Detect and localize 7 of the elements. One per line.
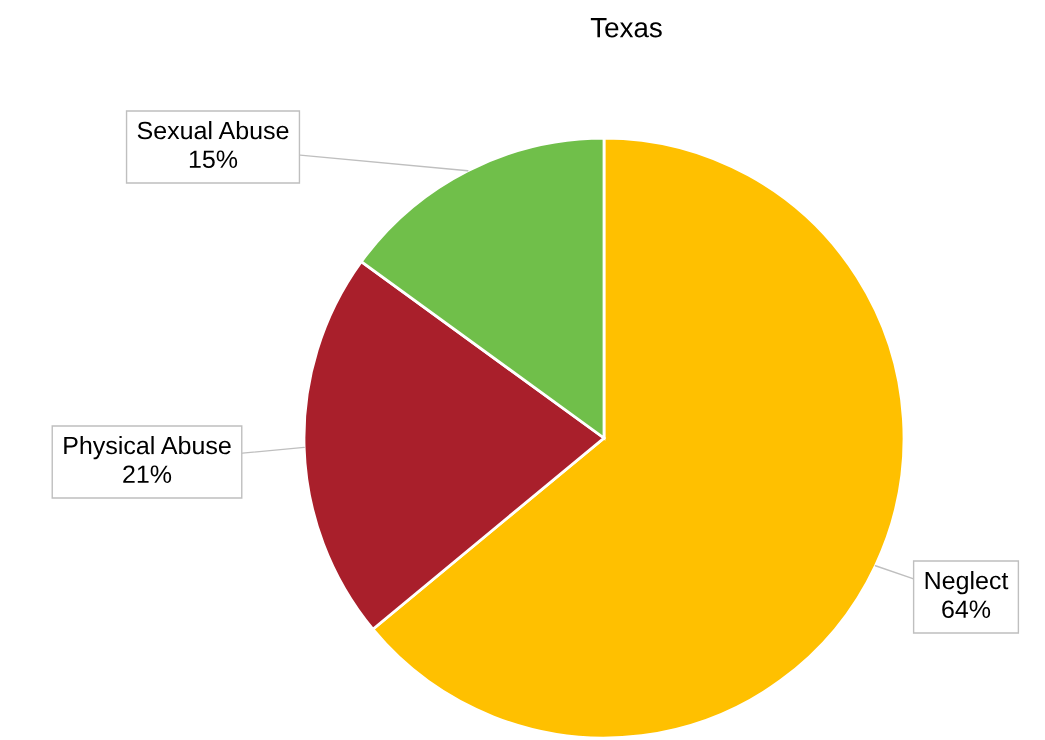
slice-label: Neglect	[925, 570, 1009, 595]
chart-title: Texas	[590, 18, 662, 38]
slice-label: Physical Abuse	[64, 435, 231, 460]
slice-label: Sexual Abuse	[137, 120, 289, 140]
data-label: 21%	[123, 465, 172, 483]
data-label: 64%	[942, 600, 991, 619]
data-label: 15%	[189, 150, 238, 169]
